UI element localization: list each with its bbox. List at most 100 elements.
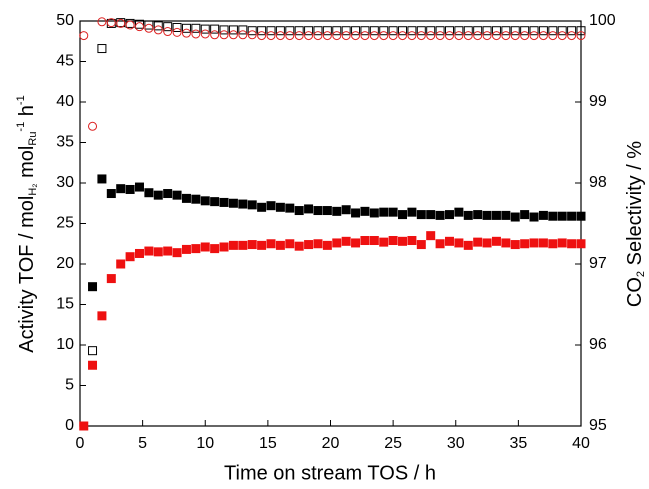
point xyxy=(322,26,332,36)
point xyxy=(388,236,398,246)
point xyxy=(313,239,323,249)
y-tick-label: 25 xyxy=(56,215,74,232)
point xyxy=(407,26,417,36)
point xyxy=(275,26,285,36)
y2-tick-label: 99 xyxy=(589,93,607,110)
point xyxy=(501,26,511,36)
point xyxy=(163,189,173,199)
point xyxy=(501,238,511,248)
point xyxy=(538,210,548,220)
point xyxy=(482,210,492,220)
point xyxy=(200,242,210,252)
point xyxy=(510,240,520,250)
point xyxy=(463,31,473,41)
point xyxy=(435,26,445,36)
point xyxy=(360,236,370,246)
point xyxy=(247,30,257,40)
point xyxy=(125,20,135,30)
point xyxy=(360,31,370,41)
point xyxy=(557,211,567,221)
point xyxy=(275,240,285,250)
point xyxy=(247,200,257,210)
point xyxy=(407,236,417,246)
point xyxy=(285,31,295,41)
point xyxy=(172,248,182,258)
x-tick-label: 25 xyxy=(384,435,402,452)
point xyxy=(416,210,426,220)
point xyxy=(144,246,154,256)
point xyxy=(304,31,314,41)
point xyxy=(116,259,126,269)
point xyxy=(88,282,98,292)
point xyxy=(379,31,389,41)
point xyxy=(379,207,389,217)
point xyxy=(576,239,586,249)
point xyxy=(360,206,370,216)
point xyxy=(444,31,454,41)
point xyxy=(294,241,304,251)
point xyxy=(463,210,473,220)
point xyxy=(332,26,342,36)
point xyxy=(557,26,567,36)
y2-tick-label: 96 xyxy=(589,336,607,353)
y2-tick-label: 98 xyxy=(589,174,607,191)
point xyxy=(454,26,464,36)
point xyxy=(520,210,530,220)
point xyxy=(351,26,361,36)
point xyxy=(88,360,98,370)
point xyxy=(388,26,398,36)
y-tick-label: 45 xyxy=(56,53,74,70)
point xyxy=(238,25,248,35)
point xyxy=(125,184,135,194)
x-tick-label: 20 xyxy=(322,435,340,452)
y-tick-label: 10 xyxy=(56,336,74,353)
y2-tick-label: 95 xyxy=(589,417,607,434)
point xyxy=(163,22,173,32)
point xyxy=(219,25,229,35)
y2-tick-label: 97 xyxy=(589,255,607,272)
point xyxy=(181,244,191,254)
point xyxy=(200,29,210,39)
point xyxy=(538,31,548,41)
point xyxy=(529,26,539,36)
x-tick-label: 0 xyxy=(76,435,85,452)
point xyxy=(153,190,163,200)
point xyxy=(125,252,135,262)
point xyxy=(238,240,248,250)
point xyxy=(257,26,267,36)
point xyxy=(529,212,539,222)
point xyxy=(332,206,342,216)
point xyxy=(79,31,89,41)
point xyxy=(548,26,558,36)
point xyxy=(106,18,116,28)
point xyxy=(313,206,323,216)
point xyxy=(444,236,454,246)
point xyxy=(482,31,492,41)
y-tick-label: 0 xyxy=(65,417,74,434)
point xyxy=(97,311,107,321)
point xyxy=(529,238,539,248)
x-tick-label: 30 xyxy=(447,435,465,452)
y2-tick-label: 100 xyxy=(589,12,616,29)
point xyxy=(134,182,144,192)
point xyxy=(116,184,126,194)
point xyxy=(257,31,267,41)
point xyxy=(322,240,332,250)
point xyxy=(322,31,332,41)
point xyxy=(510,26,520,36)
point xyxy=(567,31,577,41)
y2-axis-label: CO2 Selectivity / % xyxy=(624,141,647,307)
point xyxy=(200,24,210,34)
point xyxy=(379,26,389,36)
x-tick-label: 5 xyxy=(138,435,147,452)
x-tick-label: 40 xyxy=(572,435,590,452)
point xyxy=(501,31,511,41)
point xyxy=(257,202,267,212)
point xyxy=(172,27,182,37)
point xyxy=(144,188,154,198)
y-tick-label: 30 xyxy=(56,174,74,191)
point xyxy=(473,210,483,220)
point xyxy=(520,239,530,249)
point xyxy=(134,22,144,32)
point xyxy=(444,210,454,220)
